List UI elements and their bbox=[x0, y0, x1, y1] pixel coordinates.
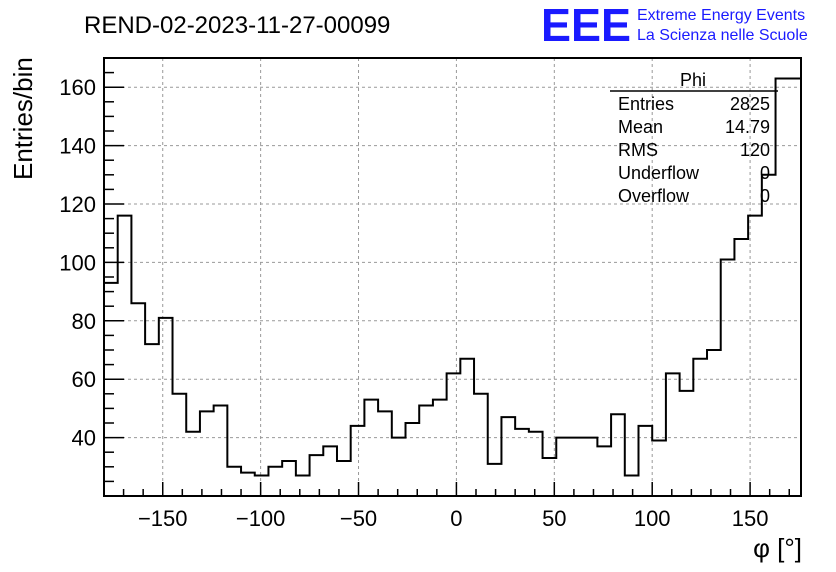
y-tick-label: 120 bbox=[59, 192, 96, 217]
stats-row-value: 0 bbox=[760, 163, 770, 183]
stats-row-label: Underflow bbox=[618, 163, 700, 183]
stats-row-value: 120 bbox=[740, 140, 770, 160]
stats-row-value: 0 bbox=[760, 186, 770, 206]
x-tick-label: −150 bbox=[138, 506, 188, 531]
stats-row-label: Mean bbox=[618, 117, 663, 137]
x-tick-label: 0 bbox=[450, 506, 462, 531]
stats-row-value: 14.79 bbox=[725, 117, 770, 137]
eee-logo-mark: EEE bbox=[541, 0, 631, 51]
stats-row-label: Entries bbox=[618, 94, 674, 114]
y-tick-label: 60 bbox=[72, 367, 96, 392]
stats-row-label: Overflow bbox=[618, 186, 690, 206]
axis-ticks: −150 −100 −50 0 50 100 150 40 60 80 100 120 140 160 bbox=[59, 57, 791, 531]
x-tick-label: −50 bbox=[340, 506, 377, 531]
x-tick-label: −100 bbox=[236, 506, 286, 531]
stats-title: Phi bbox=[680, 70, 706, 90]
x-axis-title: φ [°] bbox=[753, 533, 802, 563]
grid bbox=[104, 58, 801, 496]
y-tick-label: 140 bbox=[59, 134, 96, 159]
y-tick-label: 160 bbox=[59, 75, 96, 100]
x-tick-label: 150 bbox=[732, 506, 769, 531]
eee-logo-line1: Extreme Energy Events bbox=[637, 7, 805, 24]
y-tick-label: 80 bbox=[72, 309, 96, 334]
y-tick-label: 40 bbox=[72, 426, 96, 451]
eee-logo-line2: La Scienza nelle Scuole bbox=[637, 27, 808, 44]
y-tick-label: 100 bbox=[59, 250, 96, 275]
eee-logo: EEE Extreme Energy Events La Scienza nel… bbox=[541, 0, 808, 51]
y-axis-title: Entries/bin bbox=[8, 57, 38, 180]
stats-row-label: RMS bbox=[618, 140, 658, 160]
x-tick-label: 50 bbox=[542, 506, 566, 531]
stats-rows: Entries 2825 Mean 14.79 RMS 120 Underflow 0 Over… bbox=[618, 94, 770, 206]
stats-row-value: 2825 bbox=[730, 94, 770, 114]
plot-frame bbox=[103, 57, 802, 497]
chart-title: REND-02-2023-11-27-00099 bbox=[84, 12, 390, 39]
x-tick-label: 100 bbox=[634, 506, 671, 531]
stats-box: Phi Entries 2825 Mean 14.79 RMS 120 Underflow 0… bbox=[610, 70, 778, 206]
histogram-line bbox=[104, 77, 801, 477]
